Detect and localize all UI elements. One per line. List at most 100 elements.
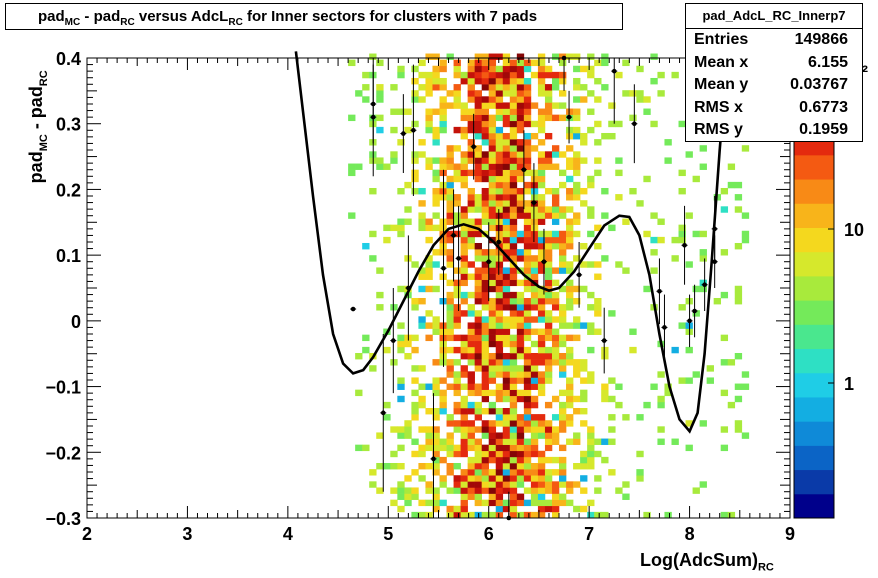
heatmap-cell	[348, 212, 356, 219]
heatmap-cell	[355, 163, 363, 170]
heatmap-cell	[523, 267, 532, 274]
y-tick-label: 0.1	[56, 246, 81, 266]
heatmap-cell	[509, 407, 518, 415]
heatmap-cell	[530, 102, 539, 109]
heatmap-cell	[516, 438, 525, 445]
heatmap-cell	[467, 242, 475, 250]
heatmap-cell	[566, 224, 574, 232]
heatmap-cell	[594, 273, 602, 280]
heatmap-cell	[516, 206, 525, 213]
heatmap-cell	[495, 365, 504, 372]
heatmap-cell	[481, 200, 490, 207]
heatmap-cell	[720, 206, 729, 213]
heatmap-cell	[678, 224, 686, 232]
heatmap-cell	[573, 395, 581, 403]
heatmap-cell	[573, 407, 581, 415]
profile-point	[561, 55, 567, 61]
heatmap-cell	[474, 273, 482, 280]
heatmap-cell	[411, 438, 419, 445]
heatmap-cell	[594, 96, 602, 103]
heatmap-cell	[453, 194, 461, 201]
heatmap-cell	[587, 71, 595, 79]
heatmap-cell	[460, 383, 468, 390]
heatmap-cell	[495, 291, 504, 299]
heatmap-cell	[488, 206, 497, 213]
heatmap-cell	[580, 285, 588, 293]
heatmap-cell	[678, 377, 686, 384]
heatmap-cell	[502, 432, 511, 439]
heatmap-cell	[664, 157, 672, 164]
heatmap-cell	[446, 255, 454, 262]
heatmap-cell	[481, 139, 490, 146]
heatmap-cell	[544, 346, 553, 354]
heatmap-cell	[453, 90, 461, 97]
heatmap-cell	[474, 487, 482, 494]
heatmap-cell	[573, 432, 581, 439]
heatmap-cell	[559, 475, 567, 482]
heatmap-cell	[425, 383, 433, 390]
heatmap-cell	[692, 285, 700, 293]
heatmap-cell	[369, 187, 377, 195]
heatmap-cell	[495, 456, 504, 464]
heatmap-cell	[530, 267, 539, 274]
heatmap-cell	[502, 499, 511, 507]
x-axis-label: Log(AdcSum)RC	[640, 550, 774, 574]
heatmap-cell	[502, 426, 511, 433]
heatmap-cell	[404, 420, 412, 427]
heatmap-cell	[629, 187, 637, 195]
heatmap-cell	[488, 407, 497, 415]
heatmap-cell	[509, 359, 518, 366]
heatmap-cell	[566, 242, 574, 250]
heatmap-cell	[495, 383, 504, 390]
heatmap-cell	[460, 346, 468, 354]
heatmap-cell	[509, 267, 518, 274]
heatmap-cell	[418, 395, 426, 403]
heatmap-cell	[446, 163, 454, 170]
heatmap-cell	[453, 377, 461, 384]
heatmap-cell	[404, 181, 412, 189]
heatmap-cell	[404, 108, 412, 115]
heatmap-cell	[495, 475, 504, 482]
heatmap-cell	[474, 90, 482, 97]
heatmap-cell	[481, 126, 490, 134]
heatmap-cell	[467, 200, 475, 207]
heatmap-cell	[467, 90, 475, 97]
heatmap-cell	[348, 114, 356, 122]
heatmap-cell	[362, 444, 370, 452]
heatmap-cell	[530, 377, 539, 384]
x-tick-label: 2	[82, 524, 92, 544]
heatmap-cell	[474, 126, 482, 134]
y-tick-label: −0.1	[45, 378, 81, 398]
heatmap-cell	[411, 120, 419, 128]
heatmap-cell	[446, 444, 454, 452]
heatmap-cell	[566, 487, 574, 494]
heatmap-cell	[474, 65, 482, 73]
heatmap-cell	[530, 194, 539, 201]
heatmap-cell	[516, 96, 525, 103]
heatmap-cell	[551, 114, 560, 122]
title-sub: MC	[64, 17, 81, 28]
heatmap-cell	[453, 511, 461, 519]
heatmap-cell	[516, 462, 525, 470]
heatmap-cell	[488, 365, 497, 372]
heatmap-cell	[657, 401, 665, 409]
heatmap-cell	[453, 407, 461, 415]
heatmap-cell	[530, 371, 539, 378]
heatmap-cell	[566, 352, 574, 360]
heatmap-cell	[425, 120, 433, 128]
heatmap-cell	[573, 297, 581, 305]
heatmap-cell	[615, 383, 623, 390]
heatmap-cell	[495, 328, 504, 335]
heatmap-cell	[481, 359, 490, 366]
heatmap-cell	[467, 383, 475, 390]
heatmap-cell	[559, 71, 567, 79]
heatmap-cell	[439, 438, 447, 445]
heatmap-cell	[460, 175, 468, 183]
heatmap-cell	[608, 102, 616, 109]
heatmap-cell	[481, 450, 490, 458]
heatmap-cell	[453, 481, 461, 488]
heatmap-cell	[516, 108, 525, 115]
heatmap-cell	[657, 426, 665, 433]
profile-points	[350, 55, 718, 521]
